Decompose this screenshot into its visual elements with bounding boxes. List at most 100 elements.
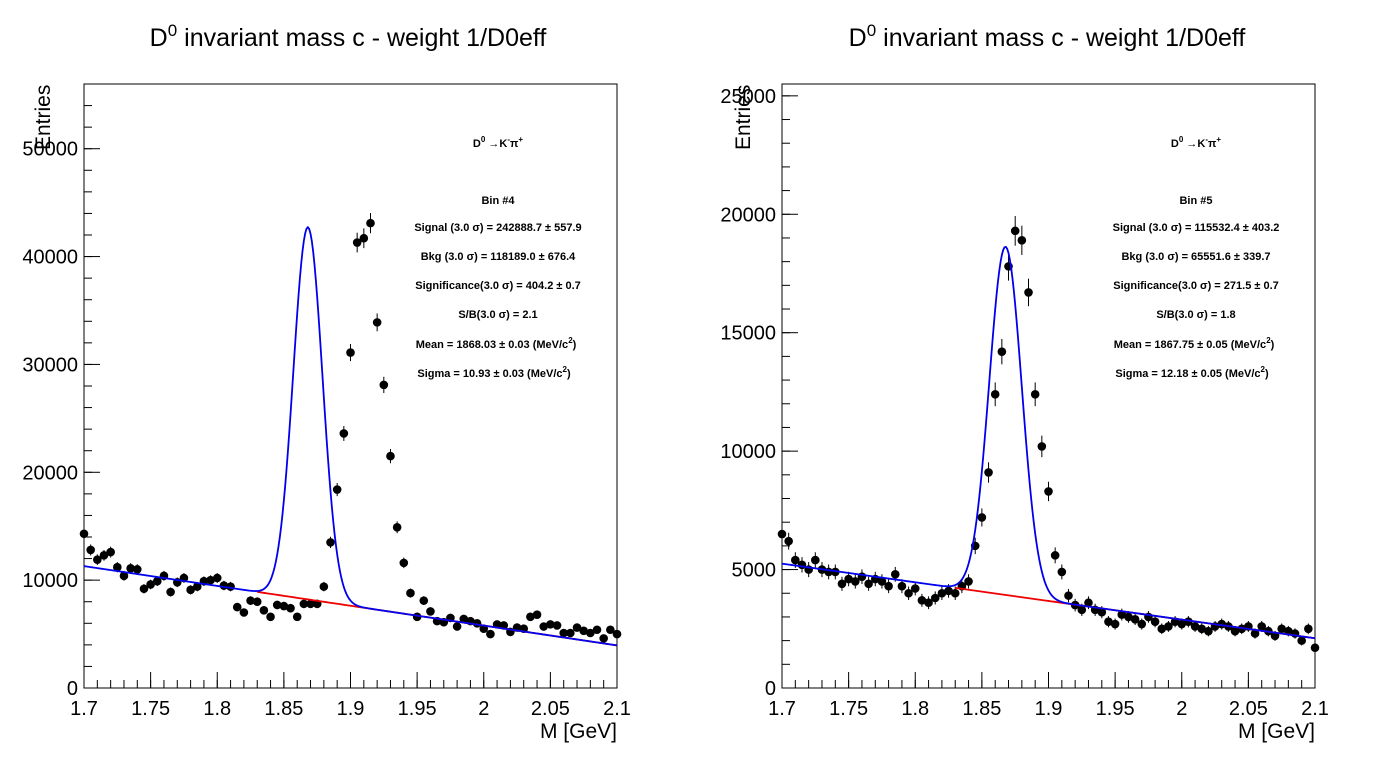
left-data-point	[319, 582, 329, 591]
right-bin-label: Bin #5	[1179, 195, 1212, 207]
left-data-point	[113, 562, 122, 572]
left-bkg-label: Bkg (3.0 σ) = 118189.0 ± 676.4	[421, 251, 576, 263]
right-data-point	[944, 586, 953, 596]
right-total-fit-curve	[781, 245, 1316, 640]
left-data-point	[86, 545, 95, 555]
left-data-point	[372, 318, 382, 327]
right-data-point	[791, 555, 800, 565]
left-data-point	[259, 606, 269, 615]
left-data-point	[339, 429, 349, 438]
right-data-point	[1017, 236, 1027, 245]
left-data-point	[252, 597, 262, 607]
left-data-point	[306, 599, 315, 609]
right-data-point	[917, 596, 927, 605]
right-y-tick-label: 25000	[720, 86, 776, 108]
left-fit-curves	[83, 225, 618, 647]
right-x-tick-label: 1.85	[962, 698, 1001, 720]
right-data-point	[884, 581, 893, 591]
left-data-point	[379, 380, 389, 390]
right-data-point	[1097, 607, 1107, 617]
left-x-tick-label: 2	[478, 698, 489, 720]
right-data-point	[1030, 389, 1040, 399]
left-data-point	[579, 626, 588, 636]
right-y-axis-label: Entries	[732, 85, 755, 150]
right-data-point	[1137, 619, 1147, 629]
left-data-point	[246, 596, 255, 605]
left-data-point	[93, 555, 102, 564]
right-x-tick-label: 2.1	[1301, 698, 1329, 720]
left-data-point	[299, 599, 309, 609]
right-y-tick-label: 15000	[720, 323, 776, 345]
right-y-tick-label: 5000	[732, 560, 777, 582]
right-data-point	[924, 598, 933, 608]
left-data-point	[232, 602, 242, 612]
right-data-point	[1064, 591, 1073, 600]
right-data-point	[997, 347, 1007, 356]
right-data-point	[1084, 598, 1093, 608]
right-data-point	[930, 593, 940, 603]
left-x-tick-label: 1.7	[70, 698, 98, 720]
left-x-tick-label: 1.75	[131, 698, 170, 720]
left-data-point	[139, 584, 149, 594]
right-y-tick-label: 10000	[720, 441, 776, 463]
right-histogram-panel: D0 invariant mass c - weight 1/D0eff Ent…	[720, 21, 1329, 743]
left-data-point	[126, 563, 135, 573]
right-data-point	[910, 584, 920, 593]
left-data-point	[592, 625, 602, 635]
right-data-point	[1230, 626, 1240, 636]
left-data-point	[572, 623, 582, 632]
left-x-tick-label: 1.8	[203, 698, 231, 720]
left-x-tick-label: 2.05	[531, 698, 570, 720]
right-data-point	[1044, 487, 1053, 496]
left-x-tick-label: 2.1	[603, 698, 631, 720]
right-x-tick-label: 1.8	[901, 698, 929, 720]
right-data-point	[811, 555, 820, 565]
right-data-point	[1164, 622, 1173, 631]
right-data-point	[984, 468, 993, 477]
right-data-point	[937, 588, 947, 598]
left-data-point	[326, 538, 335, 547]
right-data-point	[1057, 567, 1067, 577]
left-mean-label: Mean = 1868.03 ± 0.03 (MeV/c2)	[416, 336, 577, 351]
right-data-point	[1110, 619, 1120, 629]
right-data-point	[1304, 624, 1313, 634]
left-data-point	[559, 628, 568, 638]
left-data-point	[612, 629, 622, 639]
right-data-point	[1130, 615, 1140, 624]
left-histogram-panel: D0 invariant mass c - weight 1/D0eff Ent…	[22, 21, 631, 743]
right-data-point	[1310, 643, 1320, 653]
left-data-point	[286, 603, 295, 613]
left-data-point	[99, 551, 109, 560]
left-y-tick-label: 0	[67, 678, 78, 700]
left-data-point	[366, 218, 375, 228]
right-data-point	[1124, 612, 1133, 622]
left-y-tick-label: 30000	[22, 354, 78, 376]
right-data-point	[1157, 624, 1167, 634]
right-x-tick-label: 2.05	[1229, 698, 1268, 720]
left-data-point	[279, 601, 289, 611]
right-data-point	[1010, 226, 1020, 236]
left-x-tick-label: 1.9	[337, 698, 365, 720]
right-decay-label: D0 →K-π+	[1171, 135, 1222, 150]
left-data-point	[419, 596, 429, 605]
left-data-points	[79, 213, 622, 643]
right-y-ticks: 0 5000 10000 15000 20000 25000	[720, 86, 798, 700]
left-data-point	[406, 588, 415, 598]
right-x-ticks: 1.7 1.75 1.8 1.85 1.9 1.95 2 2.05 2.1	[768, 672, 1329, 720]
left-data-point	[552, 621, 562, 630]
right-data-point	[890, 570, 900, 579]
left-decay-label: D0 →K-π+	[473, 135, 524, 150]
left-data-point	[152, 576, 162, 586]
right-data-point	[777, 529, 787, 539]
right-data-point	[784, 536, 793, 546]
left-plot-title: D0 invariant mass c - weight 1/D0eff	[150, 21, 547, 52]
left-data-point	[186, 585, 195, 595]
right-data-point	[1190, 622, 1200, 631]
left-sigma-label: Sigma = 10.93 ± 0.03 (MeV/c2)	[417, 365, 571, 380]
left-x-tick-label: 1.85	[264, 698, 303, 720]
right-x-tick-label: 1.95	[1096, 698, 1135, 720]
right-fit-info-box: D0 →K-π+ Bin #5 Signal (3.0 σ) = 115532.…	[1113, 135, 1280, 380]
left-plot-frame	[83, 83, 618, 689]
left-x-axis-label: M [GeV]	[540, 720, 617, 743]
right-data-point	[1277, 624, 1286, 634]
